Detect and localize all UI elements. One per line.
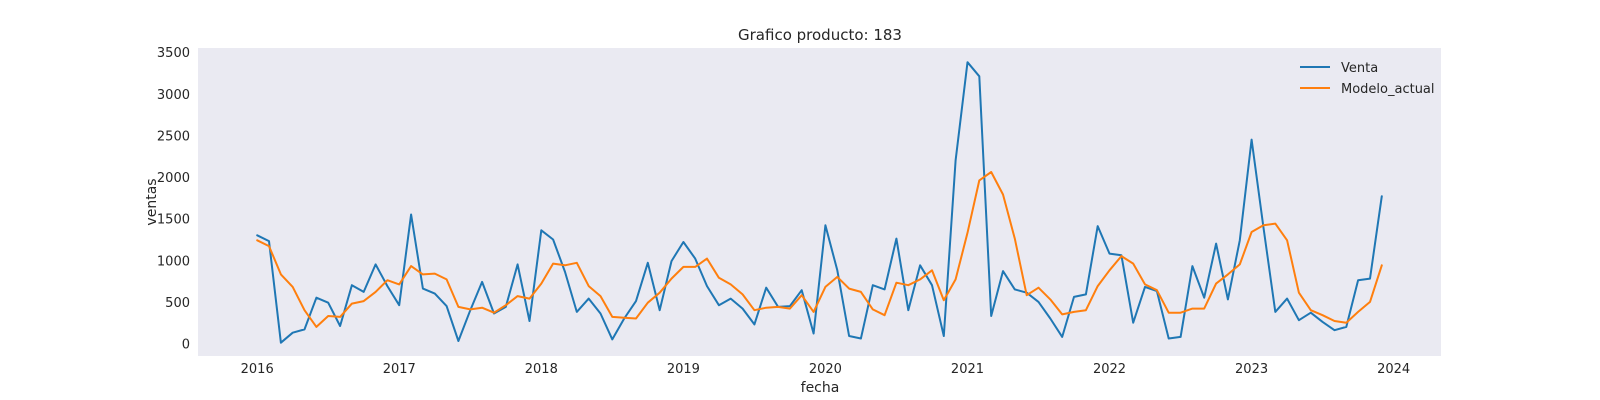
plot-background bbox=[198, 48, 1441, 356]
x-tick-label: 2018 bbox=[525, 362, 558, 377]
series-line-venta bbox=[256, 61, 1383, 344]
y-tick-label: 0 bbox=[182, 338, 190, 353]
y-tick-label: 3500 bbox=[157, 46, 190, 61]
x-tick-label: 2016 bbox=[241, 362, 274, 377]
x-axis-ticks: 2016 2017 2018 2019 2020 2021 2022 2023 2024 bbox=[241, 362, 1411, 377]
x-tick-label: 2023 bbox=[1235, 362, 1268, 377]
x-tick-label: 2021 bbox=[951, 362, 984, 377]
x-tick-label: 2017 bbox=[383, 362, 416, 377]
y-tick-label: 2500 bbox=[157, 129, 190, 144]
x-axis-label: fecha bbox=[801, 380, 840, 396]
y-axis-label: ventas bbox=[144, 178, 160, 225]
y-tick-label: 1500 bbox=[157, 213, 190, 228]
series-line-modelo-actual bbox=[256, 171, 1383, 328]
y-axis-ticks: 0 500 1000 1500 2000 2500 3000 3500 bbox=[157, 46, 190, 352]
x-tick-label: 2022 bbox=[1093, 362, 1126, 377]
y-tick-label: 2000 bbox=[157, 171, 190, 186]
y-tick-label: 3000 bbox=[157, 88, 190, 103]
legend-label: Venta bbox=[1341, 61, 1378, 76]
legend: Venta Modelo_actual bbox=[1300, 61, 1435, 97]
x-tick-label: 2020 bbox=[809, 362, 842, 377]
x-tick-label: 2019 bbox=[667, 362, 700, 377]
y-tick-label: 500 bbox=[165, 296, 190, 311]
chart-title: Grafico producto: 183 bbox=[738, 26, 902, 44]
x-tick-label: 2024 bbox=[1377, 362, 1410, 377]
legend-label: Modelo_actual bbox=[1341, 82, 1435, 97]
y-tick-label: 1000 bbox=[157, 254, 190, 269]
series-layer bbox=[256, 61, 1383, 344]
